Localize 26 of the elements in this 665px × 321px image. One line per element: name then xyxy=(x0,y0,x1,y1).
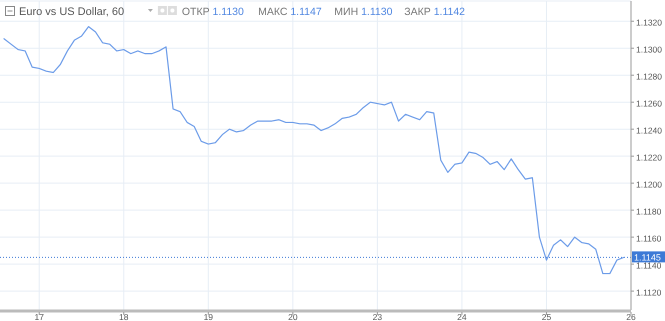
y-tick-label: 1.1160 xyxy=(636,234,662,244)
x-tick-label: 24 xyxy=(457,312,467,321)
ref-line-label: 1.1145 xyxy=(634,252,661,262)
x-tick-label: 17 xyxy=(34,312,44,321)
x-tick-label: 25 xyxy=(542,312,552,321)
annotation: ОТКР 1.1130 xyxy=(182,6,244,18)
annotation: МАКС 1.1147 xyxy=(258,6,322,18)
y-tick-label: 1.1320 xyxy=(636,18,662,28)
y-tick-label: 1.1260 xyxy=(636,98,662,109)
y-tick-label: 1.1120 xyxy=(636,288,662,298)
x-tick-label: 19 xyxy=(204,312,214,321)
annotation: МИН 1.1130 xyxy=(334,6,393,18)
annotation: ЗАКР 1.1142 xyxy=(404,6,466,18)
x-tick-label: 18 xyxy=(119,312,129,321)
y-tick-label: 1.1180 xyxy=(636,206,662,217)
y-tick-label: 1.1200 xyxy=(636,180,662,190)
text: Euro vs US Dollar, 60 xyxy=(19,6,124,18)
line-series xyxy=(3,26,625,274)
y-tick-label: 1.1240 xyxy=(636,126,662,136)
y-tick-label: 1.1220 xyxy=(636,152,662,163)
x-tick-label: 26 xyxy=(626,312,636,321)
y-tick-label: 1.1280 xyxy=(636,72,662,82)
x-tick-label: 23 xyxy=(372,312,382,321)
y-tick-label: 1.1300 xyxy=(636,44,662,55)
y-tick-label: 1.1140 xyxy=(636,260,662,271)
x-tick-label: 20 xyxy=(288,312,298,321)
